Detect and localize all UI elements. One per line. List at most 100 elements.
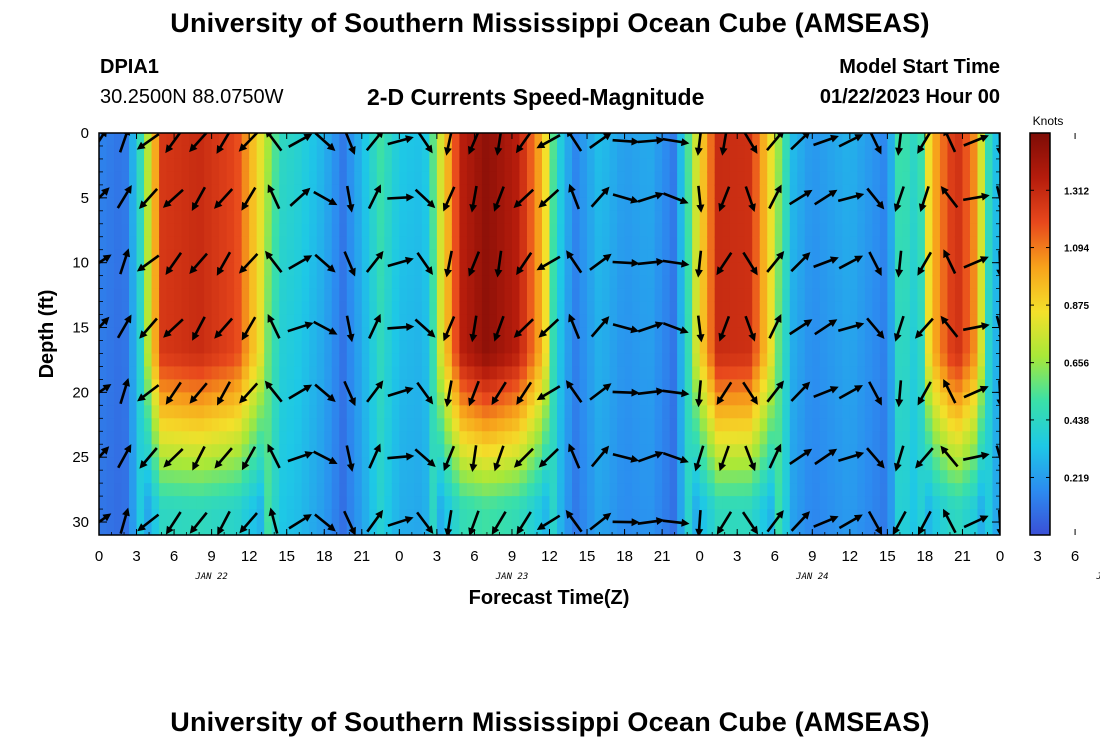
current-arrow-head <box>601 316 610 325</box>
heatmap-cell <box>639 431 648 445</box>
heatmap-cell <box>459 340 468 355</box>
heatmap-cell <box>534 249 543 264</box>
heatmap-cell <box>399 483 408 497</box>
current-arrow <box>963 256 989 269</box>
heatmap-cell <box>654 509 663 523</box>
current-arrow-head <box>426 329 436 338</box>
heatmap-cell <box>459 288 468 303</box>
heatmap-cell <box>144 444 153 458</box>
heatmap-cell <box>834 210 843 225</box>
heatmap-cell <box>699 210 708 225</box>
current-arrow-head <box>601 186 610 196</box>
heatmap-cell <box>977 262 986 277</box>
heatmap-cell <box>376 327 385 342</box>
heatmap-cell <box>962 470 971 484</box>
heatmap-cell <box>804 340 813 355</box>
heatmap-cell <box>902 288 911 303</box>
heatmap-cell <box>511 249 521 264</box>
heatmap-cell <box>797 483 806 497</box>
heatmap-cell <box>144 496 153 510</box>
heatmap-cell <box>699 223 708 238</box>
heatmap-cell <box>286 379 295 393</box>
heatmap-cell <box>977 444 986 458</box>
heatmap-cell <box>99 353 108 368</box>
heatmap-cell <box>391 522 400 535</box>
heatmap-cell <box>436 301 445 316</box>
heatmap-cell <box>864 353 873 368</box>
heatmap-cell <box>729 223 738 238</box>
heatmap-cell <box>654 366 663 380</box>
heatmap-cell <box>579 288 588 303</box>
heatmap-cell <box>286 158 295 173</box>
heatmap-cell <box>369 301 378 316</box>
heatmap-cell <box>144 275 153 290</box>
heatmap-cell <box>444 457 453 471</box>
heatmap-cell <box>339 236 348 251</box>
heatmap-cell <box>144 405 153 419</box>
heatmap-cell <box>159 145 168 160</box>
current-arrow <box>443 445 456 472</box>
current-arrow-head <box>265 250 274 260</box>
current-arrow <box>288 255 313 270</box>
heatmap-cell <box>339 197 348 212</box>
x-tick-label: 3 <box>433 548 441 565</box>
heatmap-cell <box>324 314 333 329</box>
heatmap-cell <box>504 262 513 277</box>
heatmap-cell <box>114 327 123 342</box>
heatmap-cell <box>744 288 753 303</box>
heatmap-cell <box>339 392 348 406</box>
heatmap-cell <box>969 184 979 199</box>
heatmap-cell <box>849 249 858 264</box>
heatmap-cell <box>181 522 190 535</box>
current-arrow <box>637 387 665 396</box>
heatmap-cell <box>346 431 355 445</box>
heatmap-cell <box>361 353 370 368</box>
heatmap-cell <box>984 522 994 535</box>
heatmap-cell <box>834 133 843 147</box>
heatmap-cell <box>249 223 258 238</box>
heatmap-cell <box>219 314 228 329</box>
current-arrow-head <box>538 199 547 208</box>
heatmap-cell <box>572 262 581 277</box>
heatmap-cell <box>309 392 318 406</box>
heatmap-cell <box>977 327 986 342</box>
heatmap-cell <box>707 210 716 225</box>
heatmap-cell <box>136 158 145 173</box>
heatmap-cell <box>219 223 228 238</box>
heatmap-cell <box>406 418 415 432</box>
heatmap-cell <box>917 314 926 329</box>
heatmap-cell <box>842 158 851 173</box>
heatmap-cell <box>406 184 415 199</box>
current-arrow <box>768 314 782 339</box>
current-arrow <box>368 443 381 469</box>
current-arrow <box>139 317 158 339</box>
heatmap-cell <box>924 418 934 432</box>
heatmap-cell <box>894 353 903 368</box>
heatmap-cell <box>759 418 768 432</box>
heatmap-cell <box>759 133 768 147</box>
heatmap-cell <box>722 509 731 523</box>
heatmap-cell <box>301 444 310 458</box>
heatmap-cell <box>376 210 385 225</box>
heatmap-cell <box>459 249 468 264</box>
heatmap-cell <box>977 133 986 147</box>
heatmap-cell <box>159 431 168 445</box>
heatmap-cell <box>872 470 881 484</box>
heatmap-cell <box>639 171 648 186</box>
heatmap-cell <box>782 158 791 173</box>
current-arrow-head <box>216 266 225 276</box>
heatmap-cell <box>466 483 476 497</box>
heatmap-cell <box>129 457 138 471</box>
current-arrow <box>216 251 232 276</box>
heatmap-cell <box>812 405 821 419</box>
heatmap-cell <box>136 509 145 523</box>
current-arrow <box>387 135 414 146</box>
heatmap-cell <box>767 184 776 199</box>
heatmap-cell <box>617 470 626 484</box>
heatmap-cell <box>114 236 123 251</box>
heatmap-cell <box>474 457 483 471</box>
heatmap-cell <box>384 184 393 199</box>
heatmap-cell <box>429 496 438 510</box>
heatmap-cell <box>534 379 543 393</box>
heatmap-cell <box>632 210 641 225</box>
